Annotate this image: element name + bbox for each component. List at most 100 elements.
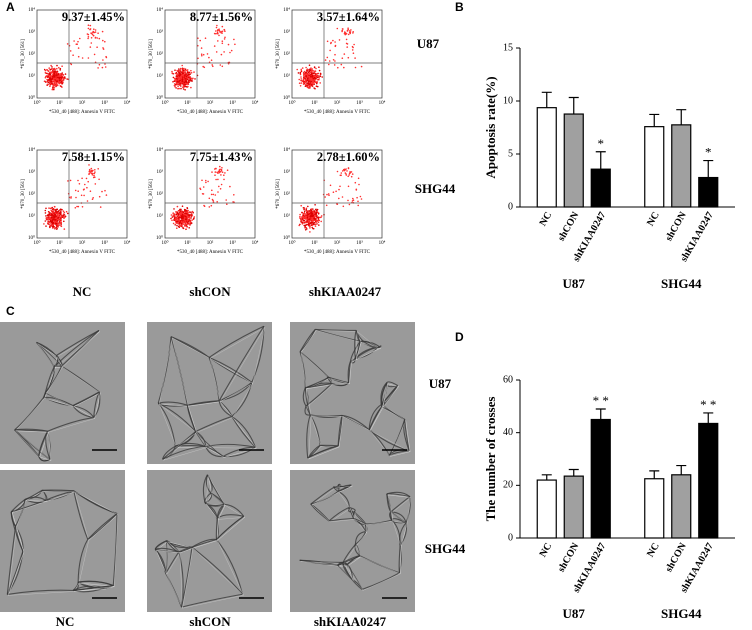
x-tick-label: 10⁴	[124, 240, 131, 246]
event-dot	[347, 43, 349, 45]
event-dot	[301, 222, 303, 224]
event-dot	[53, 85, 55, 87]
column-label: shKIAA0247	[314, 614, 387, 629]
y-tick-label: 10³	[157, 29, 164, 35]
event-dot	[298, 225, 300, 227]
event-dot	[319, 217, 321, 219]
event-dot	[315, 224, 317, 226]
event-dot	[104, 190, 106, 192]
event-dot	[221, 184, 223, 186]
event-dot	[299, 82, 301, 84]
event-dot	[55, 213, 57, 215]
event-dot	[53, 208, 55, 210]
event-dot	[81, 195, 83, 197]
event-dot	[342, 57, 344, 59]
event-dot	[316, 73, 318, 75]
event-dot	[102, 59, 104, 61]
event-dot	[63, 210, 65, 212]
event-dot	[346, 39, 348, 41]
bar	[699, 423, 718, 538]
event-dot	[358, 178, 360, 180]
x-tick-label: 10³	[229, 100, 236, 106]
event-dot	[319, 220, 321, 222]
x-tick-label: 10⁴	[379, 240, 386, 246]
event-dot	[312, 215, 314, 217]
event-dot	[308, 87, 310, 89]
event-dot	[228, 44, 230, 46]
y-tick-label: 10¹	[284, 213, 291, 219]
bar-label: NC	[645, 210, 662, 228]
event-dot	[330, 43, 332, 45]
event-dot	[60, 211, 62, 213]
event-dot	[313, 75, 315, 77]
event-dot	[224, 37, 226, 39]
event-dot	[313, 70, 315, 72]
event-dot	[53, 211, 55, 213]
event-dot	[303, 82, 305, 84]
event-dot	[341, 31, 343, 33]
event-dot	[185, 224, 187, 226]
y-axis-label: *670_30 [561]	[276, 179, 281, 209]
bar	[564, 114, 583, 207]
event-dot	[50, 224, 52, 226]
event-dot	[321, 215, 323, 217]
event-dot	[217, 172, 219, 174]
event-dot	[99, 64, 101, 66]
event-dot	[225, 199, 227, 201]
event-dot	[338, 198, 340, 200]
event-dot	[172, 216, 174, 218]
event-dot	[326, 205, 328, 207]
event-dot	[315, 225, 317, 227]
event-dot	[87, 200, 89, 202]
y-axis-label: *670_30 [561]	[21, 179, 26, 209]
event-dot	[347, 200, 349, 202]
event-dot	[87, 38, 89, 40]
event-dot	[193, 71, 195, 73]
event-dot	[105, 66, 107, 68]
percentage: 3.57±1.64%	[317, 10, 380, 24]
event-dot	[187, 212, 189, 214]
event-dot	[346, 174, 348, 176]
event-dot	[102, 31, 104, 33]
bar-label: shCON	[556, 209, 582, 243]
event-dot	[354, 57, 356, 59]
event-dot	[59, 78, 61, 80]
event-dot	[59, 83, 61, 85]
event-dot	[60, 86, 62, 88]
event-dot	[94, 171, 96, 173]
event-dot	[77, 180, 79, 182]
micrograph	[290, 470, 415, 612]
event-dot	[179, 225, 181, 227]
event-dot	[222, 66, 224, 68]
event-dot	[211, 59, 213, 61]
event-dot	[88, 36, 90, 38]
event-dot	[303, 73, 305, 75]
event-dot	[185, 81, 187, 83]
bar	[537, 108, 556, 207]
event-dot	[47, 222, 49, 224]
event-dot	[45, 76, 47, 78]
event-dot	[45, 215, 47, 217]
x-tick-label: 10⁴	[252, 240, 259, 246]
event-dot	[310, 209, 312, 211]
panel-label: B	[455, 0, 464, 14]
event-dot	[48, 207, 50, 209]
error-bar	[596, 152, 606, 169]
event-dot	[312, 224, 314, 226]
event-dot	[223, 174, 225, 176]
event-dot	[178, 226, 180, 228]
x-tick-label: 10¹	[184, 240, 191, 246]
event-dot	[57, 85, 59, 87]
x-tick-label: 10²	[79, 100, 86, 106]
event-dot	[73, 40, 75, 42]
flow-plot: 9.37±1.45%10⁰10⁰10¹10¹10²10²10³10³10⁴10⁴…	[21, 7, 130, 115]
event-dot	[335, 191, 337, 193]
event-dot	[185, 213, 187, 215]
event-dot	[352, 31, 354, 33]
event-dot	[82, 206, 84, 208]
event-dot	[91, 37, 93, 39]
y-axis-label: The number of crosses	[483, 397, 498, 522]
event-dot	[58, 67, 60, 69]
event-dot	[173, 208, 175, 210]
event-dot	[181, 223, 183, 225]
